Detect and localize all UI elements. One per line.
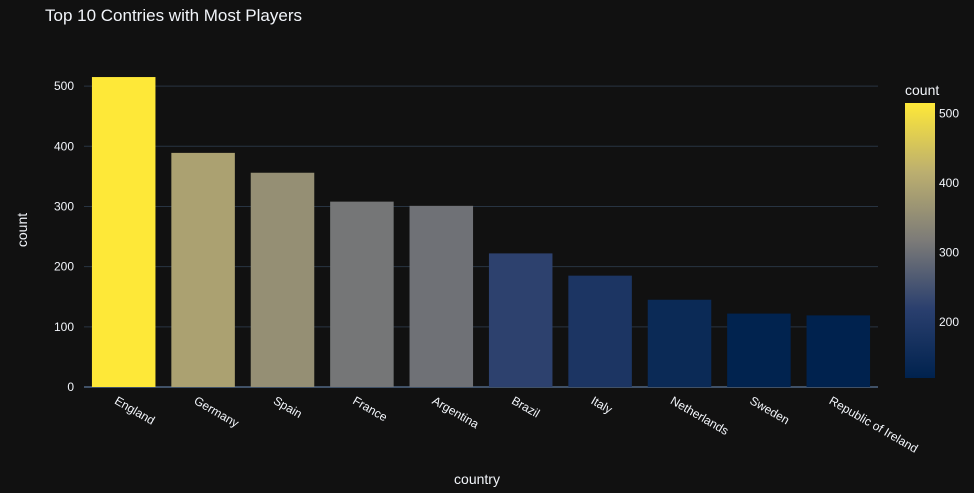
y-tick-label: 400 xyxy=(54,139,74,153)
y-tick-label: 200 xyxy=(54,260,74,274)
y-tick-label: 0 xyxy=(67,380,74,394)
x-tick-label: Sweden xyxy=(747,393,792,427)
x-tick-label: Italy xyxy=(589,393,615,416)
colorbar-gradient xyxy=(905,103,935,378)
colorbar-title: count xyxy=(905,82,939,98)
chart-title: Top 10 Contries with Most Players xyxy=(45,6,302,25)
bar xyxy=(250,172,315,387)
bar xyxy=(806,315,871,387)
x-tick-label: Germany xyxy=(192,393,242,430)
x-axis-ticks: England Germany Spain France Argentina Brazil… xyxy=(112,393,920,455)
x-tick-label: Republic of Ireland xyxy=(827,393,921,455)
y-tick-label: 500 xyxy=(54,79,74,93)
x-tick-label: Argentina xyxy=(430,393,482,431)
bar xyxy=(647,299,712,387)
y-tick-label: 300 xyxy=(54,199,74,213)
colorbar: count 200 300 400 500 xyxy=(905,82,959,378)
colorbar-tick-label: 400 xyxy=(939,176,959,190)
y-tick-label: 100 xyxy=(54,320,74,334)
x-tick-label: England xyxy=(112,393,157,427)
bar xyxy=(488,253,553,387)
bar xyxy=(91,77,156,387)
x-tick-label: Spain xyxy=(271,393,305,420)
bar xyxy=(727,313,791,387)
bar xyxy=(409,205,474,387)
x-tick-label: France xyxy=(350,393,390,424)
bar xyxy=(171,152,235,387)
colorbar-tick-label: 300 xyxy=(939,245,959,259)
colorbar-tick-label: 200 xyxy=(939,315,959,329)
colorbar-tick-label: 500 xyxy=(939,106,959,120)
bar xyxy=(330,201,394,387)
y-axis-title: count xyxy=(14,213,30,247)
x-axis-title: country xyxy=(454,471,500,487)
x-tick-label: Brazil xyxy=(509,393,542,420)
bar xyxy=(568,275,632,387)
bars xyxy=(91,77,871,387)
x-tick-label: Netherlands xyxy=(668,393,731,437)
colorbar-ticks: 200 300 400 500 xyxy=(939,106,959,328)
y-axis-ticks: 0 100 200 300 400 500 xyxy=(54,79,74,394)
